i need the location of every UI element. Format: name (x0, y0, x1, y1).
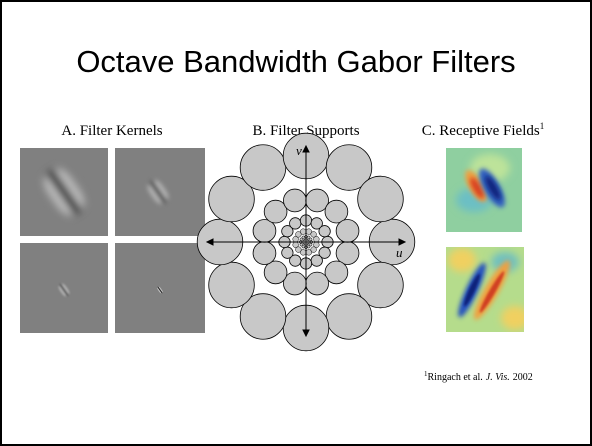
support-circle (319, 226, 330, 237)
footnote-year: 2002 (513, 372, 533, 383)
support-circle (253, 242, 276, 265)
support-circle (300, 229, 306, 235)
footnote-mark: 1 (540, 121, 545, 131)
support-circle (290, 218, 301, 229)
support-circle (240, 145, 286, 191)
support-circle (209, 262, 255, 308)
footnote: 1Ringach et al.J. Vis.2002 (424, 370, 533, 383)
support-circle (326, 294, 372, 340)
support-circle (309, 238, 312, 241)
support-circle (283, 189, 306, 212)
support-circle (311, 255, 322, 266)
panel-label: A. Filter Kernels (61, 123, 162, 139)
receptive-field (446, 247, 529, 332)
panel-label-text: C. Receptive Fields (422, 123, 540, 139)
receptive-field (446, 148, 522, 232)
support-circle (300, 243, 303, 246)
footnote-text: Ringach et al. (428, 372, 483, 383)
support-circle (293, 242, 299, 248)
support-circle (314, 236, 320, 242)
support-circle (302, 236, 305, 239)
support-circle (358, 176, 404, 222)
footnote-journal: J. Vis. (486, 372, 510, 383)
support-circle (336, 219, 359, 242)
slide: Octave Bandwidth Gabor Filters A. Filter… (0, 0, 592, 446)
axis-label: v (296, 143, 302, 158)
slide-title: Octave Bandwidth Gabor Filters (76, 44, 515, 79)
axis-label: u (396, 245, 403, 260)
panel-label: C. Receptive Fields1 (422, 121, 544, 139)
support-circle (306, 272, 329, 295)
support-circle (307, 245, 310, 248)
support-circle (306, 250, 312, 256)
support-circle (282, 247, 293, 258)
